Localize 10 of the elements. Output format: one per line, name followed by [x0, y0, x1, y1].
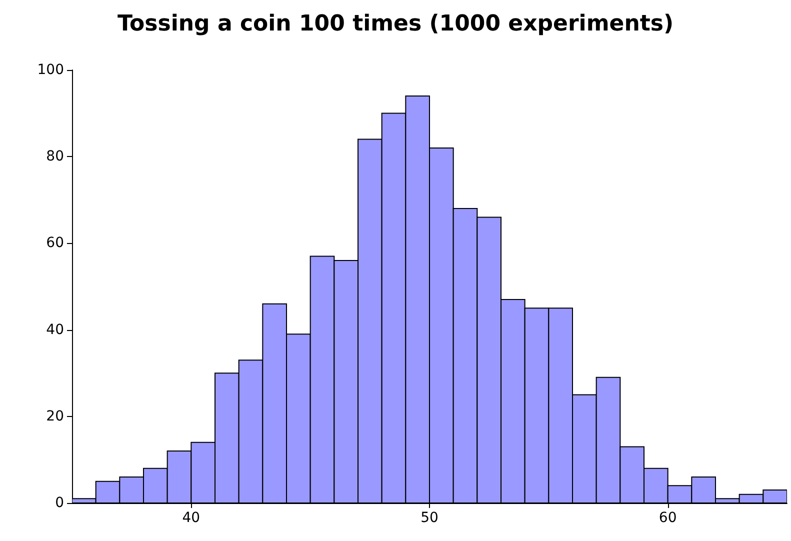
y-tick-label: 20	[46, 408, 64, 424]
x-tick-label: 50	[420, 510, 438, 526]
chart-title: Tossing a coin 100 times (1000 experiments)	[117, 12, 674, 36]
y-tick-label: 80	[46, 148, 64, 165]
y-tick-label: 0	[55, 495, 64, 511]
x-tick-label: 40	[182, 510, 200, 526]
y-tick-label: 40	[46, 322, 64, 338]
y-tick-label: 100	[37, 62, 64, 78]
y-tick-label: 60	[46, 235, 64, 252]
x-tick-label: 60	[658, 510, 677, 526]
